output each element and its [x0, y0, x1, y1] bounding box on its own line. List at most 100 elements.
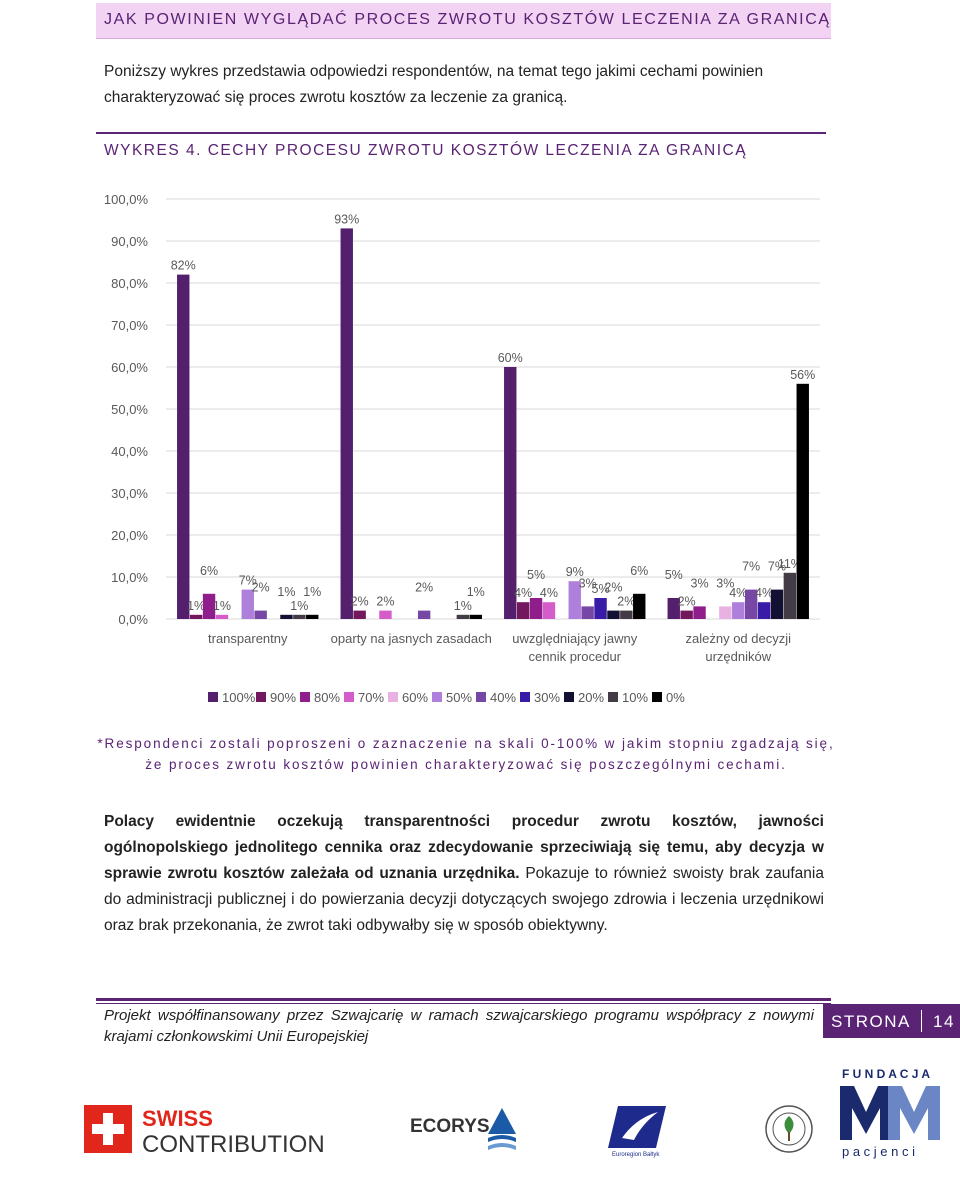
data-label: 11% [778, 557, 802, 571]
intro-paragraph: Poniższy wykres przedstawia odpowiedzi r… [104, 63, 764, 106]
data-label: 2% [351, 595, 369, 609]
data-label: 1% [303, 585, 321, 599]
euroregion-logo: Euroregion Bałtyk [608, 1106, 666, 1158]
bar-40pct [744, 589, 758, 619]
fundacja-word: F U N D A C J A [842, 1067, 930, 1081]
bar-40pct [581, 606, 594, 619]
bar-0pct [796, 383, 809, 619]
pacjenci-word: p a c j e n c i [842, 1144, 915, 1159]
page-separator [921, 1010, 922, 1032]
bar-100pct [667, 598, 680, 619]
bar-50pct [732, 602, 745, 619]
page-number-box: STRONA 14 [823, 1004, 960, 1038]
legend-swatch [300, 692, 310, 702]
data-label: 7% [742, 560, 760, 574]
data-label: 3% [716, 576, 734, 590]
data-label: 7% [239, 574, 257, 588]
legend-swatch [344, 692, 354, 702]
contribution-word: CONTRIBUTION [142, 1131, 324, 1156]
euroregion-word: Euroregion Bałtyk [612, 1152, 660, 1158]
bar-chart: 100,0% 90,0% 80,0% 70,0% 60,0% 50,0% 40,0% 30,0… [104, 192, 820, 705]
legend-label: 20% [578, 690, 604, 705]
legend-label: 50% [446, 690, 472, 705]
y-tick-label: 40,0% [111, 444, 148, 459]
category-label: uwzględniający jawny [512, 631, 638, 646]
legend-label: 60% [402, 690, 428, 705]
data-label: 5% [592, 582, 610, 596]
legend-label: 70% [358, 690, 384, 705]
legend-label: 90% [270, 690, 296, 705]
data-label: 6% [200, 564, 218, 578]
bar-40pct [254, 610, 267, 619]
data-label: 1% [277, 585, 295, 599]
bar-10pct [620, 610, 633, 619]
data-label: 5% [527, 568, 545, 582]
y-tick-label: 70,0% [111, 318, 148, 333]
y-tick-label: 80,0% [111, 276, 148, 291]
data-label: 1% [187, 599, 205, 613]
bar-30pct [757, 602, 771, 619]
footer-divider-thin [96, 1003, 831, 1004]
data-label: 93% [334, 212, 359, 226]
bar-40pct [417, 610, 431, 619]
conclusion-bold: Polacy ewidentnie oczekują transparentno… [104, 813, 824, 882]
data-label: 7% [768, 560, 786, 574]
category-label: zależny od decyzji [686, 631, 792, 646]
bar-80pct [202, 593, 216, 619]
bar-90pct [680, 610, 693, 619]
data-label: 4% [755, 586, 773, 600]
legend-label: 40% [490, 690, 516, 705]
fundacja-my-pacjenci-logo: F U N D A C J A p a c j e n c i [840, 1067, 940, 1159]
page-number: 14 [933, 1012, 955, 1031]
data-label: 4% [514, 586, 532, 600]
ecorys-logo: ECORYS [410, 1108, 516, 1150]
data-label: 2% [415, 581, 433, 595]
y-tick-label: 20,0% [111, 528, 148, 543]
bar-20pct [607, 610, 620, 619]
y-tick-label: 100,0% [104, 192, 149, 207]
bar-50pct [241, 589, 254, 619]
bar-90pct [516, 602, 530, 619]
data-label: 1% [290, 599, 308, 613]
y-tick-label: 60,0% [111, 360, 148, 375]
bar-0pct [469, 614, 482, 619]
bar-20pct [280, 614, 293, 619]
header-band: JAK POWINIEN WYGLĄDAĆ PROCES ZWROTU KOSZ… [96, 3, 831, 39]
legend-label: 30% [534, 690, 560, 705]
data-label: 1% [454, 599, 472, 613]
bar-70pct [215, 614, 229, 619]
data-label: 5% [665, 568, 683, 582]
data-label: 3% [691, 576, 709, 590]
legend-swatch [520, 692, 530, 702]
swiss-contribution-logo: SWISS CONTRIBUTION [84, 1105, 324, 1156]
bar-100pct [504, 367, 517, 619]
legend-swatch [564, 692, 574, 702]
legend-label: 10% [622, 690, 648, 705]
bar-90pct [189, 614, 203, 619]
legend-swatch [208, 692, 218, 702]
data-label: 3% [579, 576, 597, 590]
bar-50pct [568, 581, 581, 619]
category-label: cennik procedur [529, 649, 622, 664]
chart-divider [96, 132, 826, 134]
swiss-word: SWISS [142, 1106, 213, 1131]
data-label: 6% [630, 564, 648, 578]
category-label: urzędników [705, 649, 771, 664]
bar-10pct [456, 614, 470, 619]
footnote-line-1: *Respondenci zostali poproszeni o zaznac… [97, 736, 835, 751]
legend-swatch [476, 692, 486, 702]
conclusion-rest: Pokazuje to również swoisty brak zaufani… [104, 865, 824, 934]
bar-0pct [306, 614, 319, 619]
legend-swatch [652, 692, 662, 702]
bar-70pct [379, 610, 392, 619]
y-tick-label: 30,0% [111, 486, 148, 501]
y-tick-label: 0,0% [118, 612, 148, 627]
legend-label: 80% [314, 690, 340, 705]
bar-30pct [594, 598, 607, 619]
bar-10pct [293, 614, 306, 619]
y-tick-label: 90,0% [111, 234, 148, 249]
bar-80pct [693, 606, 706, 619]
bar-60pct [719, 606, 732, 619]
y-tick-label: 50,0% [111, 402, 148, 417]
data-label: 4% [729, 586, 747, 600]
